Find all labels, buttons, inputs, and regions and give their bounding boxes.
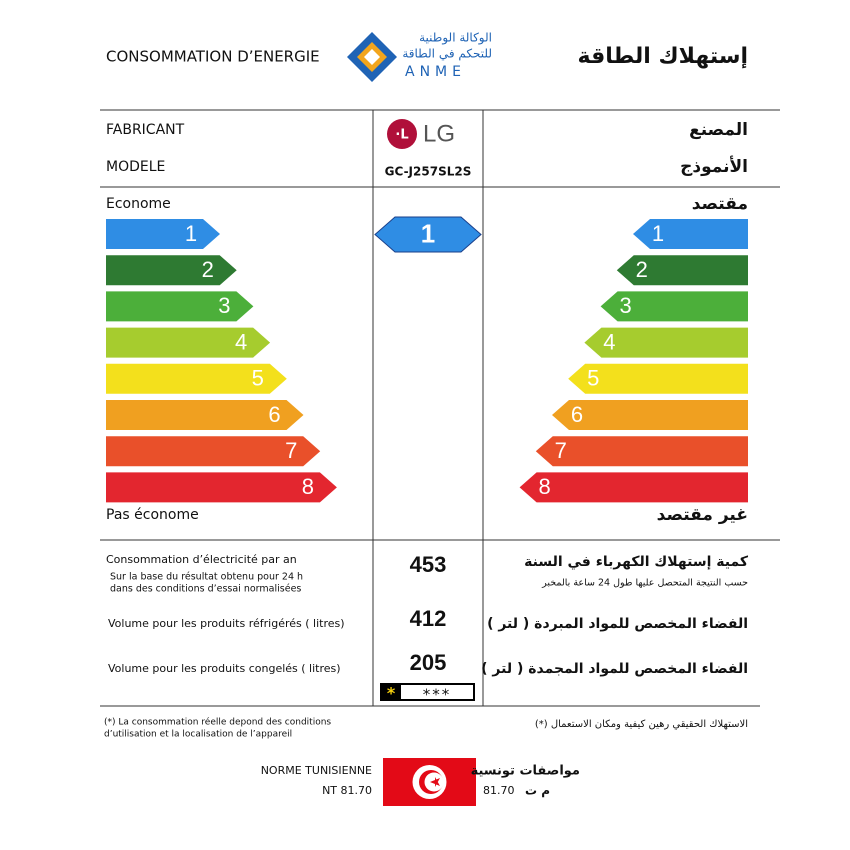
freezer-volume-fr: Volume pour les produits congelés ( litr… [108,662,341,675]
rating-label: 1 [421,218,435,248]
title-fr: CONSOMMATION D’ENERGIE [106,48,320,66]
norm-number: 81.70 [483,784,515,797]
class-arrow-right [616,255,748,286]
class-label-left: 7 [285,438,297,463]
scale-top-fr: Econome [106,196,171,212]
fridge-volume-value: 412 [410,606,447,631]
class-arrow-right [552,400,748,430]
footnote-fr: d’utilisation et la localisation de l’ap… [104,730,292,740]
class-arrow-right [584,327,748,358]
class-arrow-left [106,400,304,430]
consumption-value: 453 [410,552,447,577]
tunisia-flag [383,758,476,806]
consumption-note-fr: Sur la base du résultat obtenu pour 24 h [110,572,303,583]
class-label-right: 7 [555,438,567,463]
consumption-ar: كمية إستهلاك الكهرباء في السنة [524,554,749,570]
class-arrow-left [106,436,321,467]
consumption-note-fr: dans des conditions d’essai normalisées [110,584,301,595]
class-label-left: 2 [202,257,214,282]
freezer-volume-ar: الفضاء المخصص للمواد المجمدة ( لتر ) [481,661,748,677]
norm-code-ar: م ت [525,784,550,799]
class-arrow-right [519,472,748,503]
class-arrow-left [106,219,220,249]
class-label-right: 8 [538,474,550,499]
stars: *** [423,686,452,704]
class-arrow-right [633,219,748,249]
norm-label-fr: NORME TUNISIENNE [261,764,372,777]
scale-bottom-ar: غير مقتصد [657,505,748,525]
fridge-volume-ar: الفضاء المخصص للمواد المبردة ( لتر ) [487,616,748,632]
class-arrow-right [568,363,748,394]
class-arrows: 1 12 23 34 45 56 67 78 81 [106,216,748,503]
model-label-fr: MODELE [106,159,165,175]
class-label-right: 4 [603,329,615,354]
rating-arrow [374,216,482,253]
class-arrow-right [600,291,748,322]
freezer-volume-value: 205 [410,650,447,675]
class-arrow-left [106,363,287,394]
consumption-note-ar: حسب النتيجة المتحصل عليها طول 24 ساعة با… [541,578,748,589]
footnote-ar: (*) الاستهلاك الحقيقي رهين كيفية ومكان ا… [535,719,748,730]
norm-code-fr: NT 81.70 [322,784,372,797]
norm-label-ar: مواصفات تونسية [471,764,580,779]
class-label-right: 2 [636,257,648,282]
scale-bottom-fr: Pas économe [106,507,199,523]
center-column [372,109,484,707]
class-label-left: 8 [302,474,314,499]
class-label-left: 3 [218,293,230,318]
brand-logo [387,119,417,149]
manufacturer-label-fr: FABRICANT [106,122,185,138]
logo-ar-line2: للتحكم في الطاقة [402,47,492,61]
class-arrow-left [106,327,271,358]
class-arrow-left [106,291,254,322]
class-arrow-left [106,472,337,503]
star-main: * [387,684,396,703]
anme-logo-mark [347,32,397,82]
brand: LG [423,120,455,147]
class-label-right: 6 [571,402,583,427]
manufacturer-label-ar: المصنع [689,120,748,140]
brand-logo-mark: ·L [395,128,408,143]
class-label-left: 6 [268,402,280,427]
class-label-left: 4 [235,329,247,354]
footnote-fr: (*) La consommation réelle depond des co… [104,717,331,728]
scale-top-ar: مقتصد [692,194,748,214]
title-ar: إستهلاك الطاقة [578,44,748,69]
class-arrow-left [106,255,237,286]
logo-latin: ANME [405,64,466,80]
logo-ar-line1: الوكالة الوطنية [419,31,492,46]
class-arrow-right [535,436,748,467]
consumption-fr: Consommation d’électricité par an [106,553,297,566]
class-label-left: 1 [185,221,197,246]
class-label-right: 1 [652,221,664,246]
class-label-left: 5 [252,366,264,391]
class-label-right: 3 [619,293,631,318]
fridge-volume-fr: Volume pour les produits réfrigérés ( li… [108,617,345,630]
model-label-ar: الأنموذج [680,156,748,177]
star-box-dark [381,684,401,700]
model-value: GC-J257SL2S [385,165,472,179]
class-label-right: 5 [587,366,599,391]
